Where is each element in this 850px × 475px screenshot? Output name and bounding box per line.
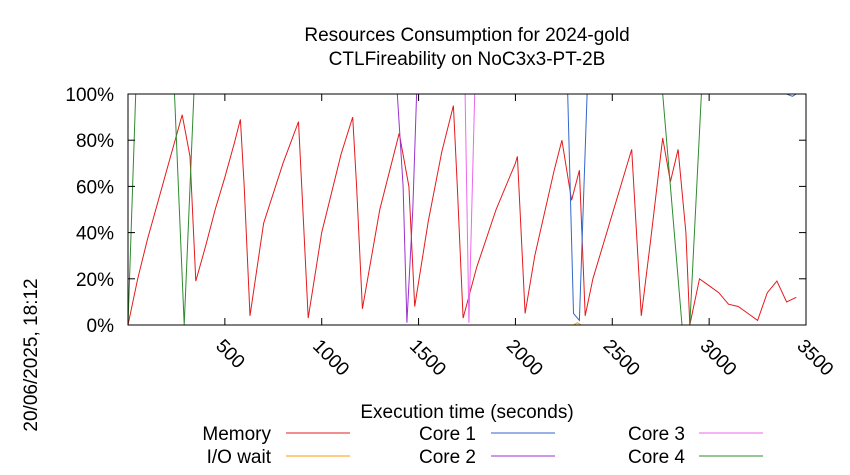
chart-title: Resources Consumption for 2024-gold: [304, 25, 629, 46]
legend-label-core-3: Core 3: [628, 424, 685, 445]
legend-label-i-o-wait: I/O wait: [207, 447, 272, 468]
legend-label-core-1: Core 1: [419, 424, 476, 445]
timestamp-label: 20/06/2025, 18:12: [21, 278, 42, 431]
plot-series: [127, 93, 797, 326]
y-tick-label: 60%: [76, 177, 114, 198]
x-axis-label: Execution time (seconds): [360, 402, 573, 423]
chart-subtitle: CTLFireability on NoC3x3-PT-2B: [329, 49, 606, 70]
series-line-core-1: [561, 93, 797, 322]
legend-label-core-4: Core 4: [628, 447, 685, 468]
y-tick-label: 20%: [76, 270, 114, 291]
y-axis: 0% 20% 40% 60% 80% 100%: [65, 85, 806, 337]
y-tick-label: 100%: [65, 85, 114, 106]
x-tick-label: 2000: [502, 336, 547, 381]
x-tick-label: 3000: [696, 336, 741, 381]
y-tick-label: 80%: [76, 131, 114, 152]
x-axis: 500 1000 1500 2000 2500 3000 3500: [211, 94, 837, 380]
x-tick-label: 1000: [308, 336, 353, 381]
x-tick-label: 1500: [405, 336, 450, 381]
legend-label-memory: Memory: [202, 424, 271, 445]
plot-frame: [127, 93, 807, 326]
y-tick-label: 40%: [76, 224, 114, 245]
y-tick-label: 0%: [87, 316, 115, 337]
x-tick-label: 2500: [599, 336, 644, 381]
series-line-memory: [127, 105, 797, 326]
series-line-core-2: [396, 93, 418, 323]
x-tick-label: 3500: [792, 336, 837, 381]
x-tick-label: 500: [211, 336, 248, 373]
legend-label-core-2: Core 2: [419, 447, 476, 468]
series-line-core-3: [176, 93, 688, 323]
